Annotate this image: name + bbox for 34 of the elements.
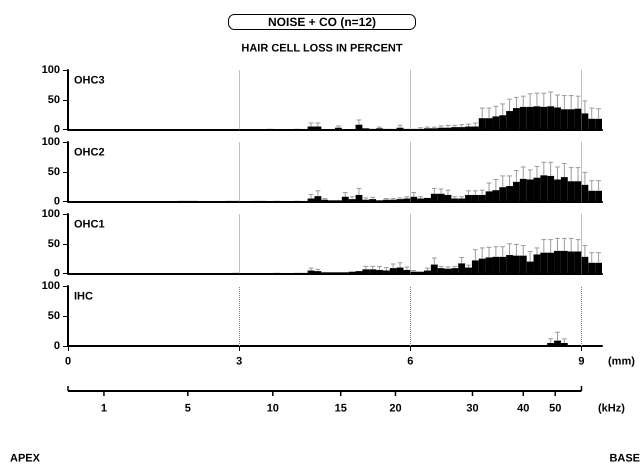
y-axis-title: IHC bbox=[74, 290, 93, 302]
x2-axis-title: (kHz) bbox=[598, 402, 626, 414]
x-axis-title: (mm) bbox=[608, 356, 636, 368]
y-tick-label: 100 bbox=[42, 64, 60, 76]
y-tick-label: 0 bbox=[54, 196, 60, 208]
y-tick-label: 0 bbox=[54, 124, 60, 136]
text: BASE bbox=[609, 452, 640, 464]
y-axis-title: OHC2 bbox=[74, 146, 105, 158]
y-axis-title: OHC1 bbox=[74, 218, 105, 230]
chart-subtitle: HAIR CELL LOSS IN PERCENT bbox=[241, 42, 403, 54]
y-tick-label: 50 bbox=[48, 238, 60, 250]
y-tick-label: 0 bbox=[54, 340, 60, 352]
y-tick-label: 0 bbox=[54, 268, 60, 280]
y-tick-label: 100 bbox=[42, 280, 60, 292]
y-tick-label: 50 bbox=[48, 310, 60, 322]
y-tick-label: 50 bbox=[48, 94, 60, 106]
y-tick-label: 100 bbox=[42, 208, 60, 220]
x-tick-label: 0 bbox=[64, 356, 72, 368]
annotation: 10 bbox=[266, 402, 279, 414]
chart-title: NOISE + CO (n=12) bbox=[268, 15, 376, 29]
annotation: 20 bbox=[389, 402, 402, 414]
annotation: 1 bbox=[100, 402, 108, 414]
text: APEX bbox=[10, 452, 41, 464]
x-tick-label: 3 bbox=[236, 356, 242, 368]
annotation: 30 bbox=[466, 402, 479, 414]
y-tick-label: 100 bbox=[42, 136, 60, 148]
y-axis-title: OHC3 bbox=[74, 74, 105, 86]
annotation: 5 bbox=[184, 402, 191, 414]
annotation: 50 bbox=[549, 402, 562, 414]
annotation: 40 bbox=[517, 402, 530, 414]
y-tick-label: 50 bbox=[48, 166, 60, 178]
x-tick-label: 9 bbox=[578, 356, 585, 368]
annotation: 15 bbox=[334, 402, 347, 414]
x-tick-label: 6 bbox=[407, 356, 414, 368]
